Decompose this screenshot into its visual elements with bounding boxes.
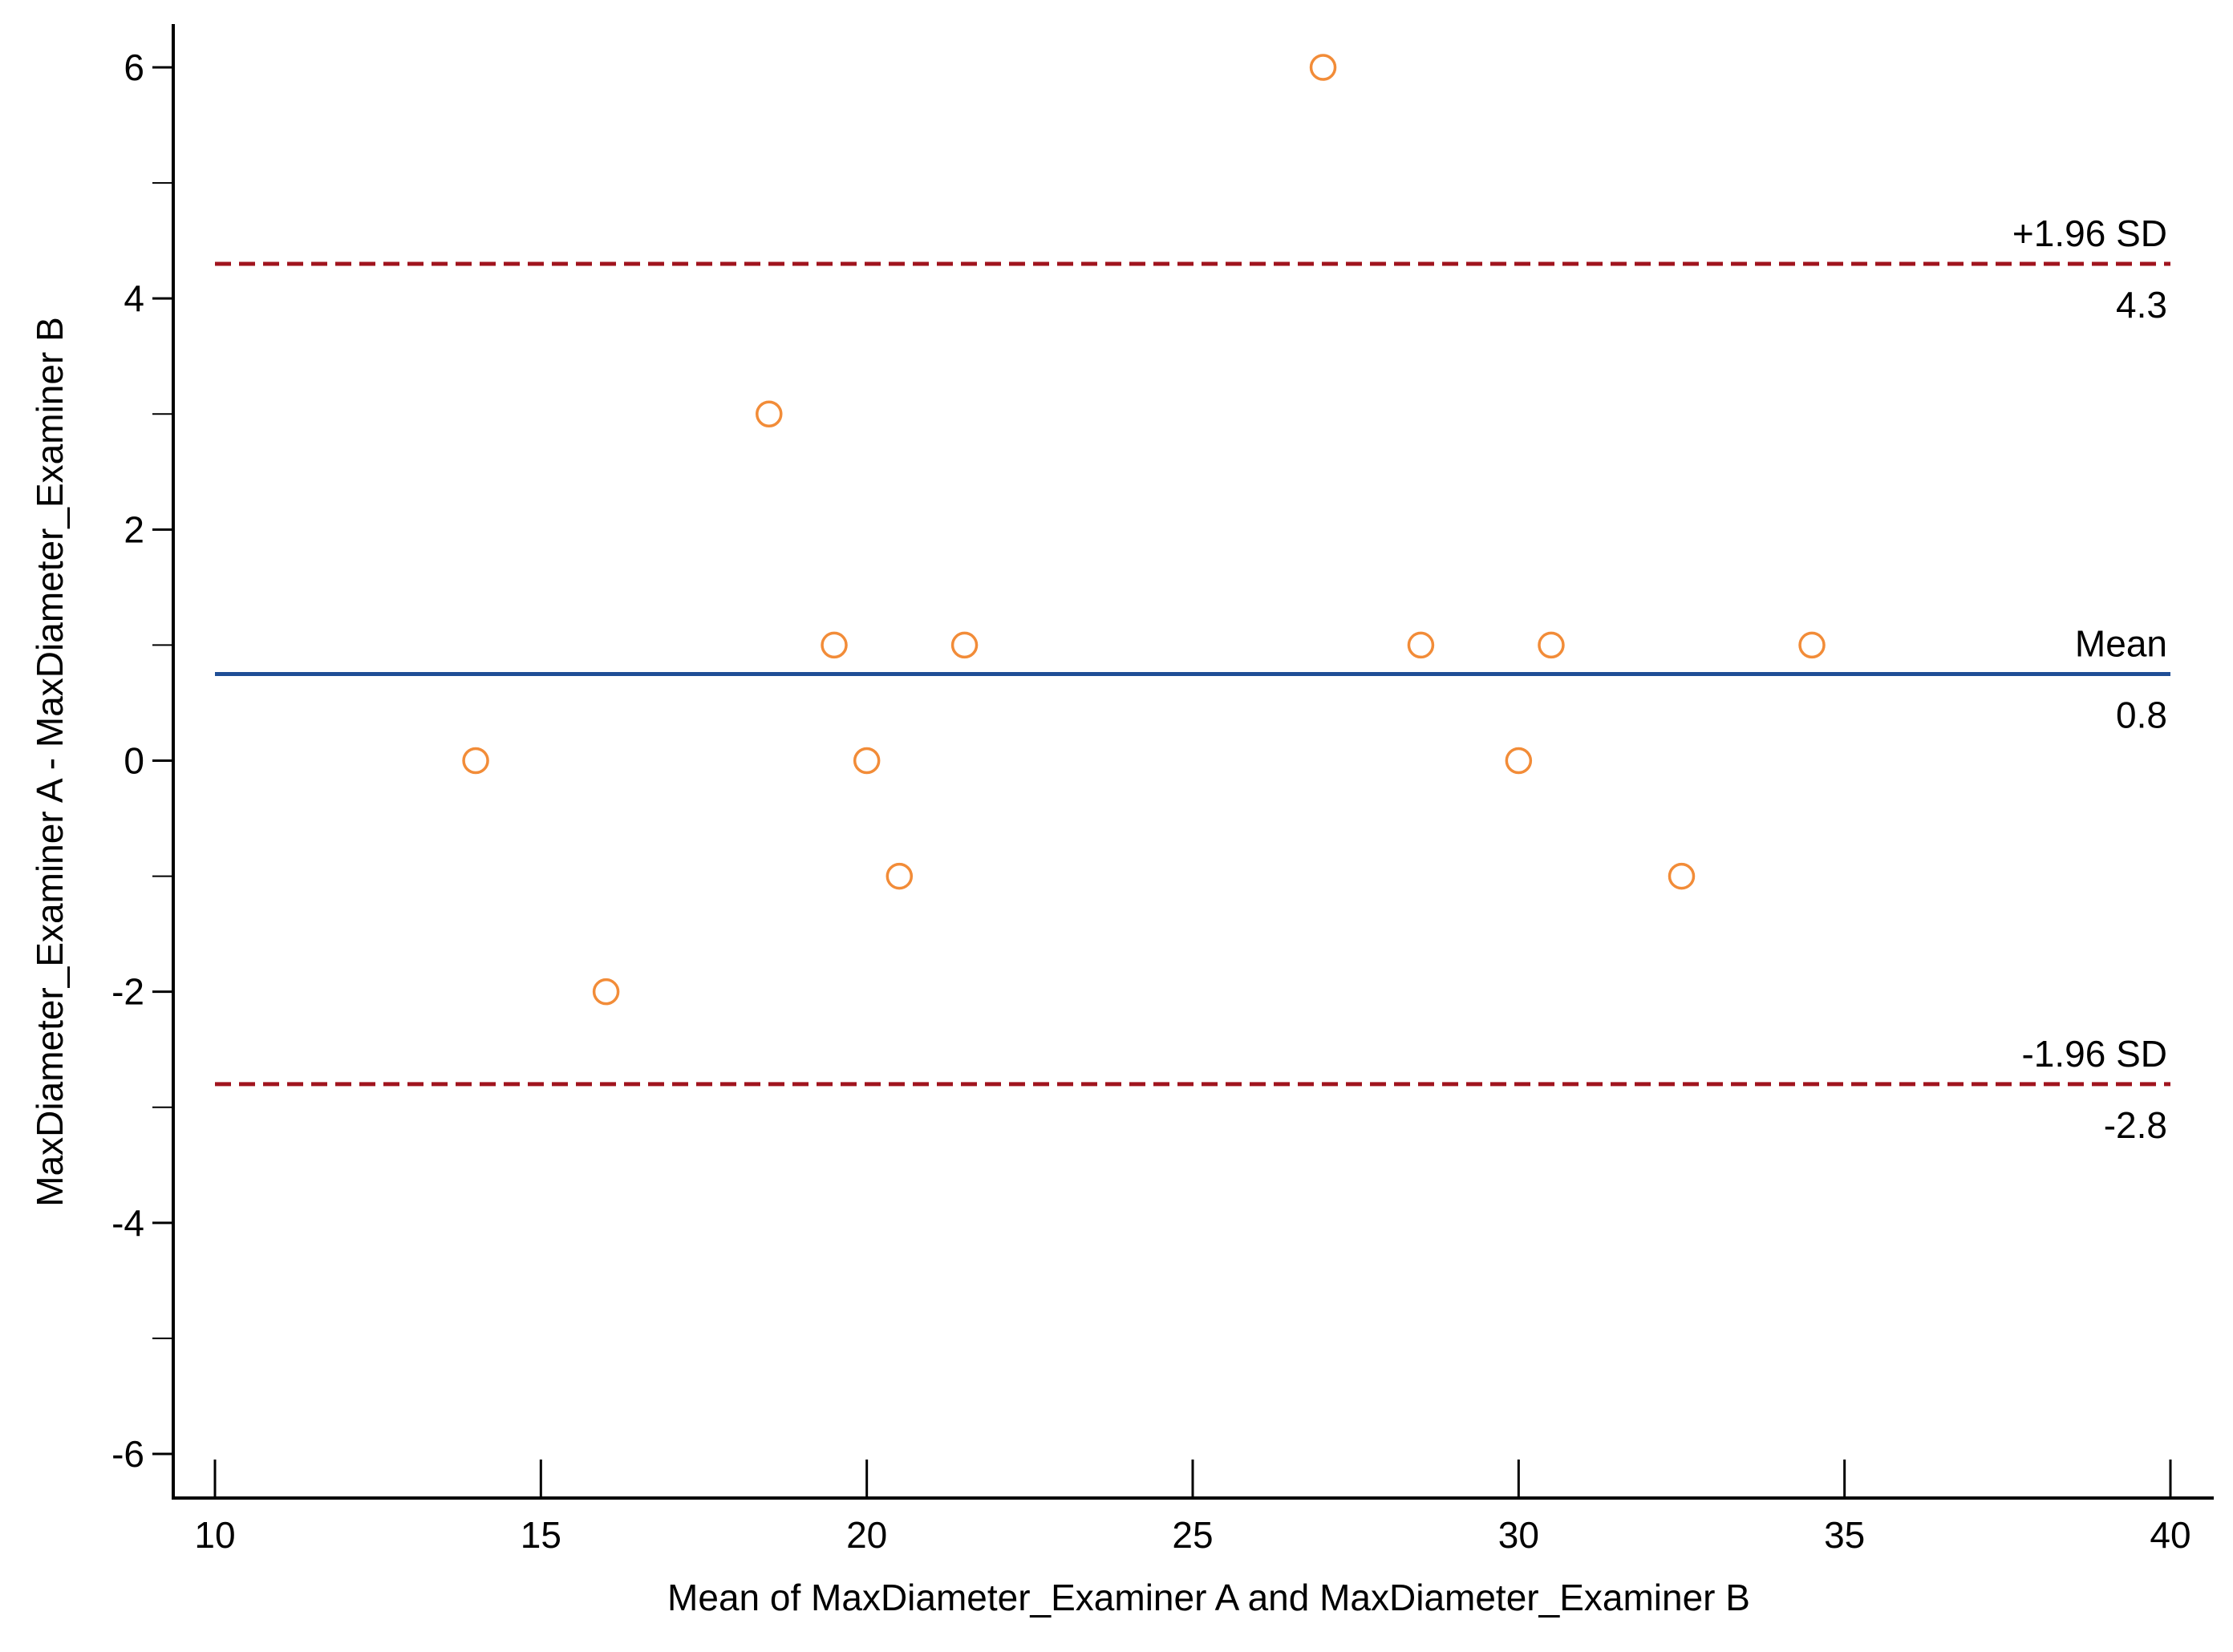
x-axis-title: Mean of MaxDiameter_Examiner A and MaxDi… (667, 1577, 1750, 1618)
y-tick-label: 0 (124, 740, 144, 782)
data-points (462, 54, 1826, 1006)
x-tick-label: 40 (2150, 1514, 2190, 1556)
data-point (1798, 631, 1826, 659)
data-point (756, 400, 783, 427)
y-tick-label: -2 (111, 971, 144, 1013)
data-point (886, 862, 914, 890)
ref-label-lower-loa: -1.96 SD (2021, 1033, 2167, 1075)
data-point (462, 747, 489, 775)
x-tick-label: 25 (1172, 1514, 1213, 1556)
ref-value-upper-loa: 4.3 (2116, 284, 2167, 326)
data-point (1538, 631, 1565, 659)
data-point (853, 747, 881, 775)
data-point (592, 978, 620, 1006)
y-tick-label: -6 (111, 1433, 144, 1475)
x-tick-label: 15 (521, 1514, 561, 1556)
data-point (1407, 631, 1435, 659)
labels: Mean of MaxDiameter_Examiner A and MaxDi… (29, 317, 1750, 1618)
y-axis-title: MaxDiameter_Examiner A - MaxDiameter_Exa… (29, 317, 71, 1206)
y-tick-label: 2 (124, 508, 144, 550)
data-point (1309, 54, 1337, 81)
ref-value-mean: 0.8 (2116, 694, 2167, 735)
ref-value-lower-loa: -2.8 (2104, 1104, 2167, 1146)
ref-label-mean: Mean (2075, 622, 2167, 664)
y-tick-label: 4 (124, 277, 144, 319)
reference-lines: +1.96 SD 4.3 Mean 0.8 -1.96 SD -2.8 (215, 213, 2170, 1146)
y-tick-label: -4 (111, 1202, 144, 1244)
x-tick-label: 35 (1824, 1514, 1865, 1556)
data-point (821, 631, 848, 659)
data-point (950, 631, 979, 659)
axes: -6 -4 -2 0 2 4 6 10 15 20 25 30 35 40 (111, 24, 2214, 1556)
x-tick-label: 20 (846, 1514, 887, 1556)
x-tick-label: 30 (1498, 1514, 1539, 1556)
y-tick-label: 6 (124, 47, 144, 88)
ref-label-upper-loa: +1.96 SD (2012, 213, 2167, 254)
data-point (1668, 862, 1696, 890)
data-point (1505, 747, 1533, 775)
x-tick-label: 10 (194, 1514, 235, 1556)
